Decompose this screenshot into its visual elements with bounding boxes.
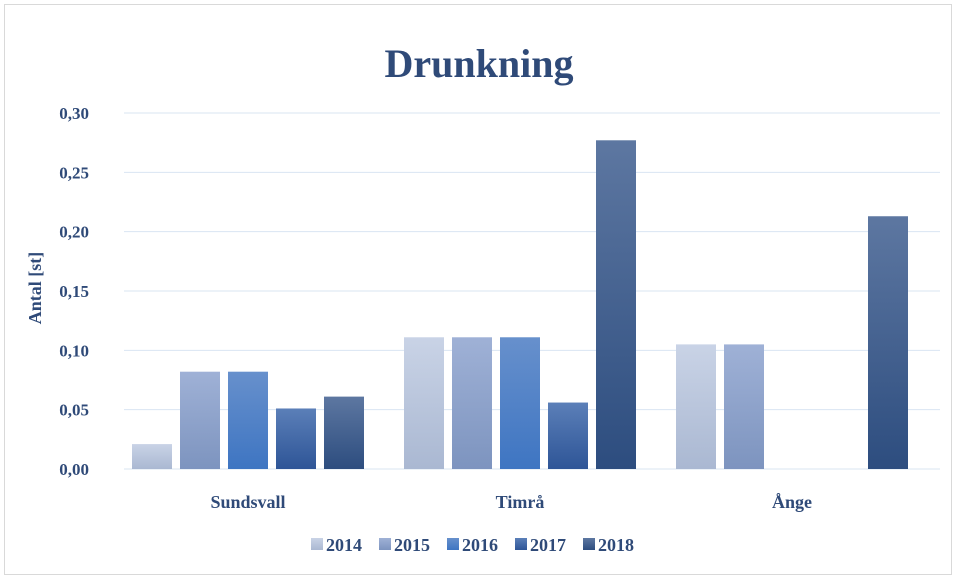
y-tick-label: 0,20 — [59, 223, 89, 242]
bar-2016-1 — [500, 337, 540, 469]
bar-chart: Drunkning Antal [st] 0,00 0,05 0,10 0,15 0,2… — [25, 41, 940, 555]
bars — [132, 140, 908, 469]
bar-2017-1 — [548, 402, 588, 469]
legend-label: 2018 — [598, 535, 634, 555]
legend-swatch — [515, 538, 527, 550]
x-tick-label: Ånge — [772, 492, 812, 512]
bar-2017-0 — [276, 408, 316, 469]
bar-2015-2 — [724, 344, 764, 469]
bar-2014-2 — [676, 344, 716, 469]
y-tick-label: 0,15 — [59, 282, 89, 301]
legend-label: 2015 — [394, 535, 430, 555]
y-tick-label: 0,05 — [59, 401, 89, 420]
y-tick-label: 0,25 — [59, 163, 89, 182]
y-axis-ticks: 0,00 0,05 0,10 0,15 0,20 0,25 0,30 — [59, 104, 89, 479]
y-tick-label: 0,00 — [59, 460, 89, 479]
legend-label: 2017 — [530, 535, 566, 555]
bar-2015-1 — [452, 337, 492, 469]
bar-2018-0 — [324, 396, 364, 469]
y-axis-label: Antal [st] — [25, 252, 45, 325]
legend-swatch — [311, 538, 323, 550]
bar-2014-1 — [404, 337, 444, 469]
x-axis-ticks: Sundsvall Timrå Ånge — [210, 492, 812, 512]
bar-2015-0 — [180, 371, 220, 469]
bar-2014-0 — [132, 444, 172, 469]
legend: 2014 2015 2016 2017 2018 — [311, 535, 634, 555]
legend-swatch — [447, 538, 459, 550]
legend-swatch — [379, 538, 391, 550]
x-tick-label: Timrå — [496, 492, 545, 512]
legend-label: 2016 — [462, 535, 498, 555]
bar-2016-0 — [228, 371, 268, 469]
bar-2018-2 — [868, 216, 908, 469]
legend-swatch — [583, 538, 595, 550]
chart-frame: Drunkning Antal [st] 0,00 0,05 0,10 0,15 0,2… — [4, 4, 952, 575]
x-tick-label: Sundsvall — [210, 492, 285, 512]
chart-title: Drunkning — [385, 41, 574, 86]
legend-label: 2014 — [326, 535, 362, 555]
y-tick-label: 0,30 — [59, 104, 89, 123]
y-tick-label: 0,10 — [59, 341, 89, 360]
bar-2018-1 — [596, 140, 636, 469]
